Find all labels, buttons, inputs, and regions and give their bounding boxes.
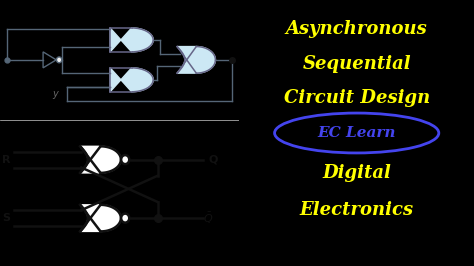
Polygon shape <box>80 146 121 173</box>
Polygon shape <box>177 47 215 73</box>
Text: EC Learn: EC Learn <box>318 126 396 140</box>
Circle shape <box>56 57 62 63</box>
Polygon shape <box>110 68 153 92</box>
Circle shape <box>121 155 129 164</box>
Text: y: y <box>53 89 58 99</box>
Text: Asynchronous: Asynchronous <box>286 20 428 38</box>
Text: Electronics: Electronics <box>300 201 414 219</box>
Text: Sequential: Sequential <box>302 55 411 73</box>
Text: S: S <box>2 213 10 223</box>
Text: Q: Q <box>208 155 218 165</box>
Circle shape <box>121 214 129 223</box>
Polygon shape <box>80 205 121 231</box>
Text: Digital: Digital <box>322 164 391 182</box>
Text: R: R <box>2 155 11 165</box>
Text: Circuit Design: Circuit Design <box>283 89 430 107</box>
Text: $\bar{Q}$: $\bar{Q}$ <box>203 210 214 226</box>
Polygon shape <box>110 28 153 52</box>
